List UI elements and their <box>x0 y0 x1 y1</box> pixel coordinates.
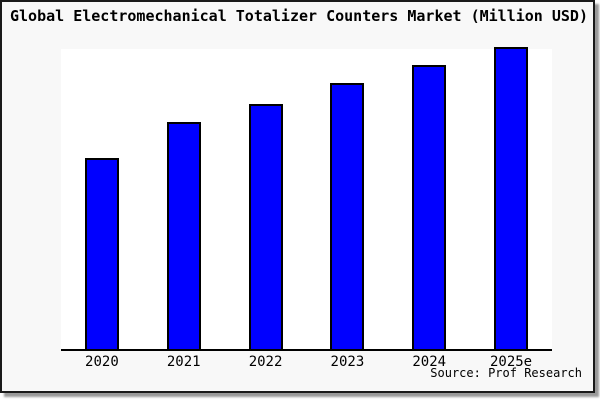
x-tick-slot-2021: 2021 <box>143 354 225 370</box>
chart-title: Global Electromechanical Totalizer Count… <box>10 7 588 25</box>
x-tick-label-2022: 2022 <box>248 354 283 370</box>
chart-canvas: Global Electromechanical Totalizer Count… <box>0 0 595 393</box>
bar-2020 <box>84 158 119 349</box>
bar-2021 <box>166 122 201 349</box>
x-tick-label-2020: 2020 <box>85 354 119 370</box>
bar-slot-2023 <box>306 49 388 349</box>
plot-area <box>61 47 552 351</box>
x-axis-labels: 2020 2021 2022 2023 2024 2025e <box>61 354 552 370</box>
bar-slot-2022 <box>225 49 307 349</box>
x-tick-slot-2020: 2020 <box>61 354 143 370</box>
x-tick-slot-2025e: 2025e <box>470 354 552 370</box>
bar-slot-2024 <box>388 49 470 349</box>
x-tick-slot-2022: 2022 <box>225 354 307 370</box>
bar-slot-2021 <box>143 49 225 349</box>
bar-2024 <box>412 65 447 349</box>
x-tick-label-2025e: 2025e <box>489 354 533 370</box>
bar-slot-2020 <box>61 49 143 349</box>
x-tick-slot-2023: 2023 <box>306 354 388 370</box>
bar-slot-2025e <box>470 47 552 349</box>
x-tick-label-2024: 2024 <box>412 354 447 370</box>
x-tick-label-2021: 2021 <box>166 354 201 370</box>
source-credit: Source: Prof Research <box>430 366 582 380</box>
x-tick-slot-2024: 2024 <box>388 354 470 370</box>
bar-2022 <box>248 104 283 349</box>
bar-2023 <box>330 83 365 349</box>
bar-2025e <box>494 47 529 349</box>
x-tick-label-2023: 2023 <box>330 354 365 370</box>
